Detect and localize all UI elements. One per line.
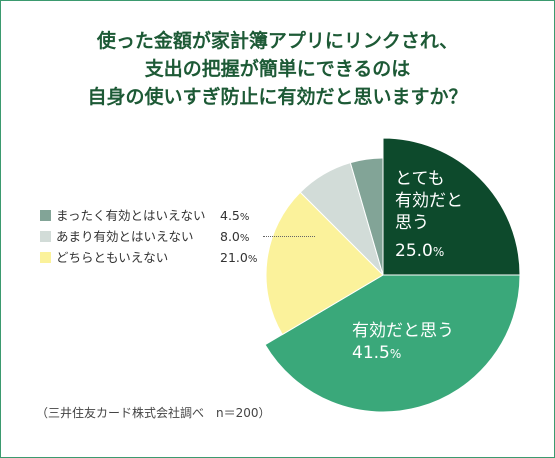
legend-leader-line bbox=[263, 236, 315, 237]
title-line-1: 使った金額が家計簿アプリにリンクされ、 bbox=[96, 30, 459, 52]
title-line-2: 支出の把握が簡単にできるのは bbox=[144, 58, 411, 80]
slice-value: 25.0% bbox=[395, 241, 445, 261]
slice-label-line: とても bbox=[395, 169, 445, 189]
slice-effective bbox=[264, 274, 521, 413]
legend-value: 8.0% bbox=[220, 229, 250, 244]
chart-title: 使った金額が家計簿アプリにリンクされ、 支出の把握が簡単にできるのは 自身の使い… bbox=[0, 27, 555, 111]
slice-value: 41.5% bbox=[352, 343, 402, 363]
slice-label-line: 有効だと思う bbox=[352, 321, 454, 341]
slice-label-line: 有効だと bbox=[395, 191, 463, 211]
slice-label-effective: 有効だと思う 41.5% bbox=[352, 320, 454, 365]
slice-not-effective bbox=[349, 157, 384, 276]
legend-swatch-strongly-disagree bbox=[40, 210, 51, 221]
legend-label: まったく有効とはいえない bbox=[56, 208, 206, 223]
slice-neutral bbox=[265, 191, 384, 336]
slice-label-very-effective: とても 有効だと 思う 25.0% bbox=[395, 168, 463, 263]
source-note: （三井住友カード株式会社調べ n＝200） bbox=[36, 406, 271, 420]
legend-swatch-disagree bbox=[40, 231, 51, 242]
legend-label: どちらともいえない bbox=[56, 250, 169, 265]
legend-swatch-neutral bbox=[40, 252, 51, 263]
title-line-3: 自身の使いすぎ防止に有効だと思いますか？ bbox=[87, 86, 468, 108]
slice-very-effective bbox=[382, 137, 521, 276]
legend-label: あまり有効とはいえない bbox=[56, 229, 194, 244]
slice-label-line: 思う bbox=[395, 213, 429, 233]
legend-value: 21.0% bbox=[220, 250, 258, 265]
legend-value: 4.5% bbox=[220, 208, 250, 223]
